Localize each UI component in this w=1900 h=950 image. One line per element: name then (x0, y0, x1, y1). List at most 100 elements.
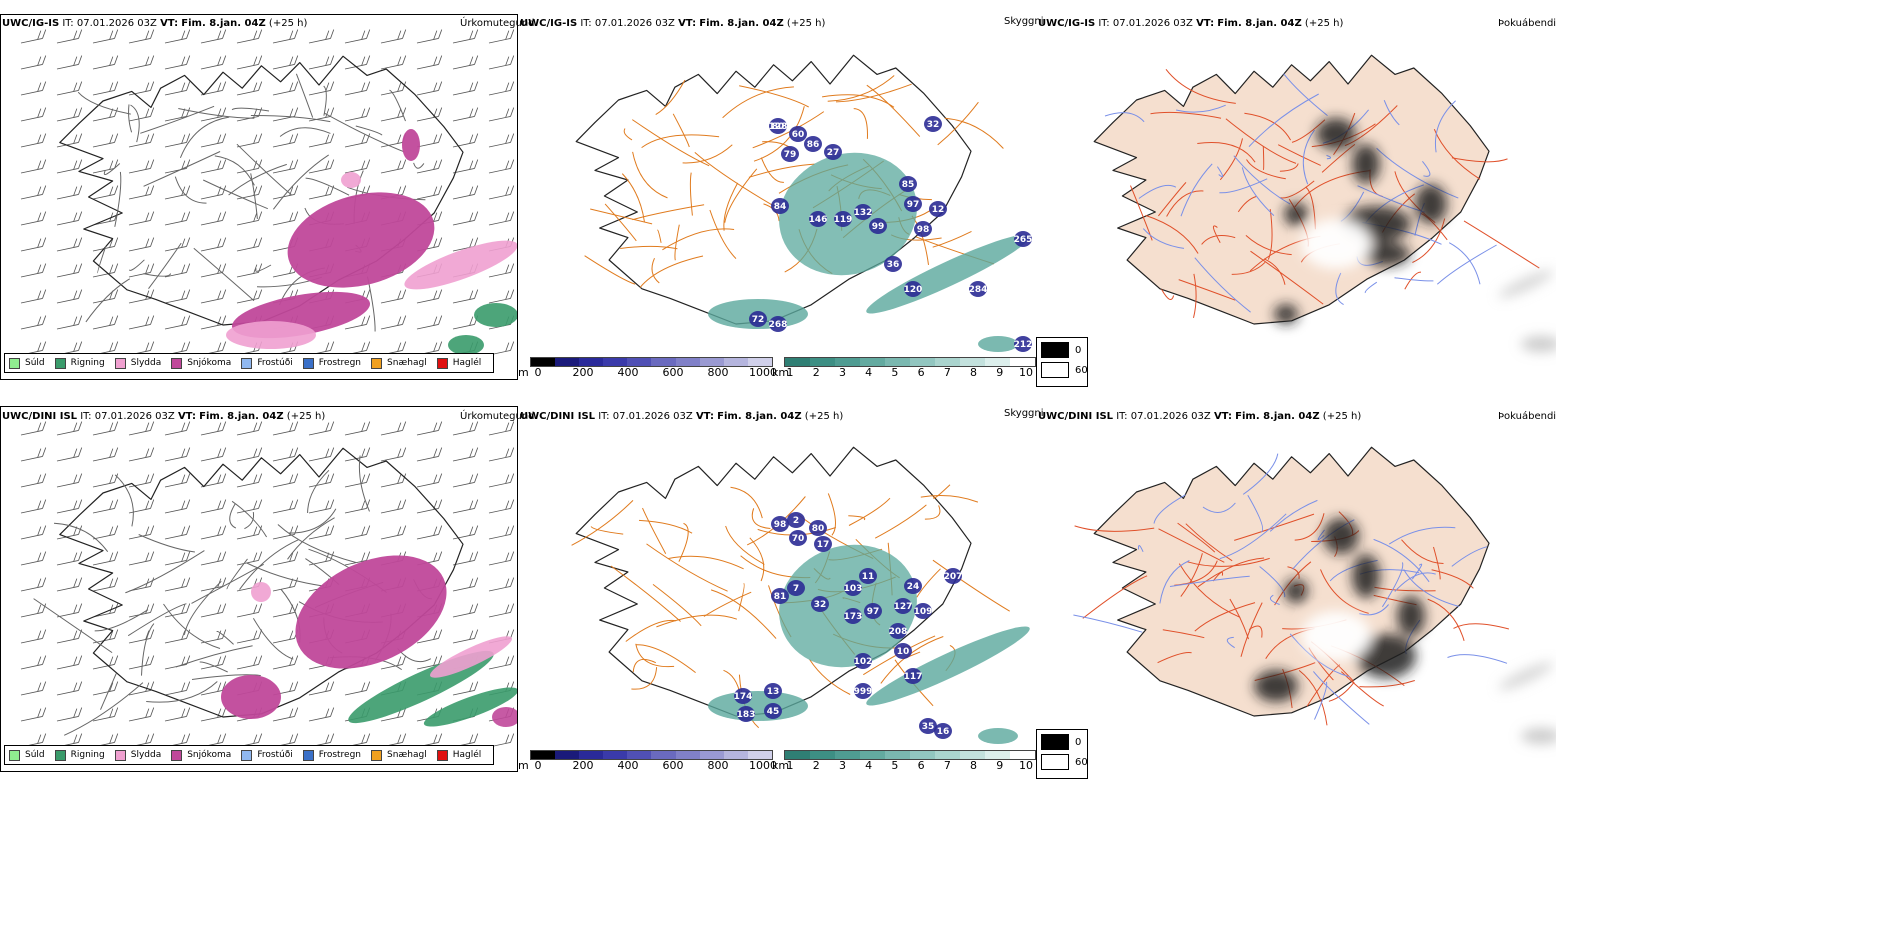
cloud-base-blob (834, 211, 852, 227)
wind-barb (56, 81, 83, 96)
road-line (226, 558, 248, 590)
road-line (389, 89, 406, 122)
wind-barb (92, 525, 119, 540)
wind-barb (92, 421, 119, 436)
colorbar-tick: 6 (917, 366, 925, 379)
wind-barb (128, 577, 155, 592)
road-line (216, 630, 234, 645)
road-line (1201, 235, 1236, 245)
road-line (277, 524, 357, 563)
colorbar-tick: 7 (943, 759, 951, 772)
road-line (1433, 546, 1441, 580)
ptype-legend-item: Rigning (54, 357, 105, 369)
wind-barb (452, 473, 479, 488)
road-line (610, 565, 681, 622)
cloud-base-label: 2 (793, 516, 799, 526)
road-line (1194, 602, 1256, 632)
cloud-base-blob (859, 568, 877, 584)
ptype-legend-swatch (54, 357, 66, 369)
road-line (127, 603, 187, 637)
wind-barb (272, 81, 299, 96)
wind-barb (20, 499, 47, 514)
cloud-base-blob (884, 256, 902, 272)
road-line (625, 619, 677, 642)
wind-barb (272, 603, 299, 618)
road-line (1166, 190, 1204, 217)
field-blob (295, 555, 447, 669)
colorbar-bin (1010, 358, 1035, 366)
header-ptype-top: UWC/IG-IS IT: 07.01.2026 03Z VT: Fim. 8.… (2, 18, 308, 29)
colorbar-bin (935, 358, 960, 366)
road-line (1306, 664, 1341, 707)
road-line (250, 173, 258, 219)
cloud-base-label: 146 (809, 215, 828, 225)
road-line (85, 278, 131, 323)
ptype-legend-swatch (436, 357, 448, 369)
ptype-legend-item: Snjókoma (171, 749, 231, 761)
wind-barb (20, 211, 47, 226)
colorbar-bin (675, 358, 700, 366)
iceland-outline (575, 54, 972, 325)
wind-barb (200, 237, 227, 252)
wind-barb (236, 237, 263, 252)
cloud-base-label: 12 (932, 205, 945, 215)
wind-barb (56, 211, 83, 226)
wind-barb (92, 29, 119, 44)
road-line (722, 86, 794, 119)
road-line (657, 229, 662, 243)
wind-barb (20, 315, 47, 330)
road-line (635, 643, 675, 668)
colorbar-bin (785, 751, 810, 759)
ptype-legend-label: Súld (25, 358, 45, 368)
fog-blob (1284, 202, 1308, 226)
wind-barb (236, 29, 263, 44)
wind-barb (344, 133, 371, 148)
fog-sea-blob (1498, 662, 1554, 690)
cloud-base-blob (737, 706, 755, 722)
wind-barb (236, 499, 263, 514)
cloud-base-label: 208 (889, 627, 908, 637)
road-line (1104, 112, 1145, 123)
road-line (1250, 250, 1324, 305)
cloud-base-blob (844, 580, 862, 596)
road-line (703, 591, 752, 617)
road-line (1233, 155, 1291, 205)
wind-barb (92, 315, 119, 330)
colorbar-tick: 2 (812, 366, 820, 379)
road-line (279, 127, 331, 137)
wind-barb (452, 159, 479, 174)
cloud-base-label: 16 (937, 727, 950, 737)
ptype-legend-label: Rigning (70, 358, 105, 368)
cloud-base-blob (764, 703, 782, 719)
wind-barb (200, 629, 227, 644)
road-line (724, 168, 758, 223)
road-line (646, 543, 728, 592)
road-line (1373, 538, 1430, 583)
ptype-map-top (20, 29, 517, 356)
ptype-legend-item: Slydda (114, 749, 161, 761)
cloud-base-blob (809, 211, 827, 227)
wind-barb (380, 655, 407, 670)
colorbar-tick: 9 (996, 366, 1004, 379)
road-line (662, 228, 735, 251)
wind-barb (380, 289, 407, 304)
wind-barb (308, 421, 335, 436)
wind-barb (452, 107, 479, 122)
wind-barb (452, 185, 479, 200)
road-line (933, 484, 951, 499)
wind-barb (308, 185, 335, 200)
wind-barb (272, 707, 299, 722)
cloud-base-label: 117 (904, 672, 923, 682)
wind-barb (20, 447, 47, 462)
road-line (1267, 209, 1273, 260)
road-line (175, 645, 253, 668)
road-line (1403, 569, 1460, 607)
ptype-legend-swatch (302, 357, 314, 369)
wind-barb (308, 29, 335, 44)
wind-barb (452, 289, 479, 304)
wind-barb (488, 211, 515, 226)
wind-barb (272, 185, 299, 200)
road-line (1158, 182, 1187, 217)
road-line (604, 203, 637, 242)
wind-barb (20, 629, 47, 644)
